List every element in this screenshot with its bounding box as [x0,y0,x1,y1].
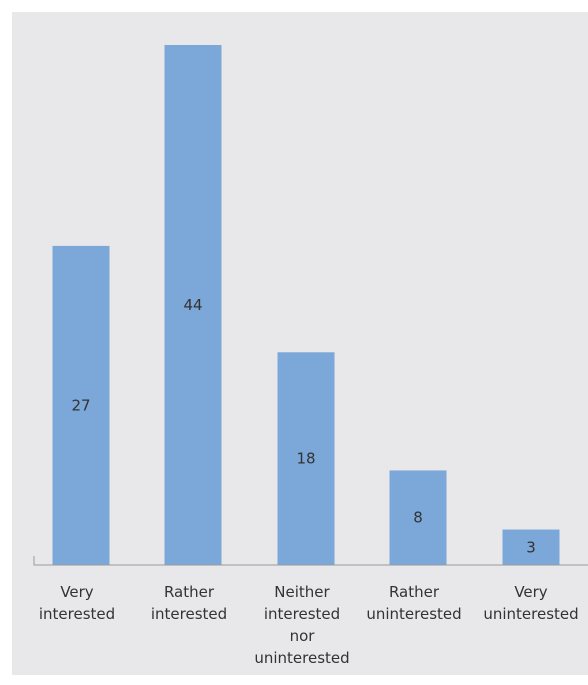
category-label-line: Rather [389,583,440,601]
category-label-1: Very interested [39,583,115,623]
category-label-line: Rather [164,583,215,601]
category-label-line: Neither [274,583,330,601]
value-labels-layer: 27 44 18 8 3 [71,296,535,556]
category-label-5: Very uninterested [483,583,578,623]
category-labels-layer: Very interested Rather interested Neither int… [39,583,579,667]
category-label-2: Rather interested [151,583,227,623]
x-axis-line [33,556,588,566]
data-label-2: 44 [183,296,202,314]
bar-1 [52,245,110,565]
data-label-1: 27 [71,396,90,414]
data-label-4: 8 [413,509,423,527]
data-label-3: 18 [296,450,315,468]
bar-5 [502,529,560,565]
category-label-line: Very [60,583,93,601]
category-label-line: interested [264,605,340,623]
bar-3 [277,352,335,565]
bars-layer [52,45,560,565]
category-label-line: uninterested [483,605,578,623]
category-label-4: Rather uninterested [366,583,461,623]
category-label-line: uninterested [254,649,349,667]
bar-4 [389,470,447,565]
bar-2 [164,45,222,565]
category-label-line: uninterested [366,605,461,623]
data-label-5: 3 [526,538,536,556]
category-label-line: interested [39,605,115,623]
category-label-line: nor [290,627,316,645]
category-label-line: Very [514,583,547,601]
category-label-line: interested [151,605,227,623]
category-label-3: Neither interested nor uninterested [254,583,349,667]
